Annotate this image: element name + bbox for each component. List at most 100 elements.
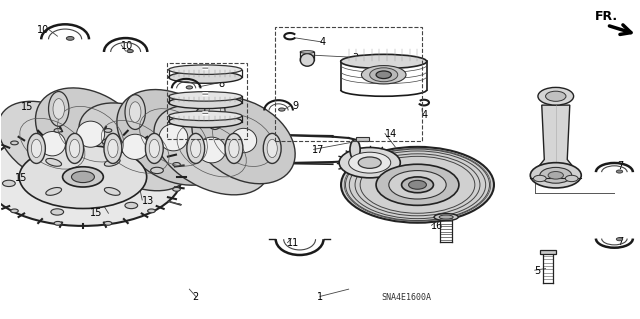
Ellipse shape (49, 92, 69, 126)
Bar (356, 137, 369, 141)
Text: 7: 7 (617, 161, 623, 171)
Text: 15: 15 (20, 102, 33, 112)
Bar (167, 63, 246, 139)
Circle shape (54, 129, 61, 132)
Circle shape (72, 171, 95, 182)
Ellipse shape (434, 214, 458, 220)
Circle shape (3, 180, 15, 187)
Ellipse shape (263, 133, 281, 163)
Circle shape (538, 87, 573, 105)
Circle shape (186, 86, 193, 89)
Ellipse shape (46, 159, 61, 166)
Ellipse shape (205, 95, 225, 130)
Ellipse shape (129, 102, 141, 122)
Ellipse shape (225, 133, 243, 163)
Ellipse shape (104, 188, 120, 195)
Circle shape (11, 141, 19, 145)
Circle shape (125, 202, 138, 209)
Ellipse shape (70, 139, 80, 158)
Circle shape (401, 177, 433, 193)
Circle shape (150, 167, 163, 174)
Circle shape (358, 157, 381, 168)
Ellipse shape (169, 115, 242, 128)
Circle shape (376, 164, 459, 205)
Ellipse shape (122, 134, 149, 160)
Ellipse shape (169, 92, 242, 101)
Ellipse shape (104, 159, 120, 166)
Ellipse shape (53, 99, 65, 119)
Text: 13: 13 (141, 196, 154, 206)
Bar (275, 27, 422, 141)
Text: 2: 2 (193, 292, 199, 302)
Ellipse shape (267, 139, 277, 158)
Text: 17: 17 (312, 145, 324, 155)
Circle shape (548, 172, 563, 179)
Circle shape (616, 238, 623, 241)
Text: SNA4E1600A: SNA4E1600A (381, 293, 431, 302)
Ellipse shape (300, 51, 314, 53)
Circle shape (148, 141, 156, 145)
Ellipse shape (192, 97, 295, 184)
Ellipse shape (187, 133, 205, 163)
Ellipse shape (191, 139, 201, 158)
Text: 15: 15 (15, 174, 28, 183)
Ellipse shape (230, 128, 257, 153)
Circle shape (104, 221, 112, 225)
Circle shape (349, 152, 391, 173)
Circle shape (0, 128, 182, 226)
Circle shape (531, 163, 581, 188)
Circle shape (102, 139, 115, 145)
Ellipse shape (145, 133, 163, 163)
Circle shape (148, 209, 156, 213)
Text: 7: 7 (617, 237, 623, 247)
Circle shape (540, 167, 572, 183)
Circle shape (389, 171, 446, 199)
Text: 15: 15 (90, 208, 102, 218)
Ellipse shape (154, 105, 269, 195)
Ellipse shape (125, 95, 145, 130)
Circle shape (370, 68, 397, 82)
Circle shape (278, 108, 285, 111)
Circle shape (341, 147, 494, 223)
Ellipse shape (77, 121, 104, 147)
Text: 10: 10 (37, 25, 49, 35)
Text: 4: 4 (422, 110, 428, 120)
Ellipse shape (46, 188, 61, 195)
Text: 10: 10 (121, 41, 133, 51)
Circle shape (565, 175, 578, 182)
Text: 8: 8 (218, 78, 224, 89)
Circle shape (173, 163, 180, 166)
Ellipse shape (198, 137, 226, 163)
Text: 16: 16 (431, 221, 443, 231)
Ellipse shape (350, 140, 360, 160)
Text: 9: 9 (292, 101, 298, 111)
Circle shape (376, 71, 392, 78)
Ellipse shape (229, 139, 239, 158)
Circle shape (616, 170, 623, 173)
Ellipse shape (340, 54, 427, 69)
Circle shape (63, 167, 103, 187)
Ellipse shape (362, 66, 406, 84)
Ellipse shape (35, 88, 146, 181)
Circle shape (67, 36, 74, 40)
Ellipse shape (79, 103, 191, 191)
Ellipse shape (0, 101, 107, 186)
Ellipse shape (439, 215, 453, 219)
Circle shape (545, 91, 566, 101)
Circle shape (54, 221, 61, 225)
Ellipse shape (300, 54, 314, 66)
Ellipse shape (28, 133, 45, 163)
Circle shape (173, 188, 180, 191)
Ellipse shape (169, 97, 242, 108)
Ellipse shape (209, 102, 221, 122)
Bar (540, 250, 556, 254)
Text: 4: 4 (320, 38, 326, 48)
Circle shape (339, 147, 400, 178)
Ellipse shape (169, 71, 242, 83)
Text: 11: 11 (287, 238, 299, 248)
Circle shape (11, 209, 19, 213)
Text: 3: 3 (352, 53, 358, 63)
Text: 5: 5 (534, 266, 540, 276)
Text: 6: 6 (537, 177, 543, 187)
Ellipse shape (66, 133, 84, 163)
